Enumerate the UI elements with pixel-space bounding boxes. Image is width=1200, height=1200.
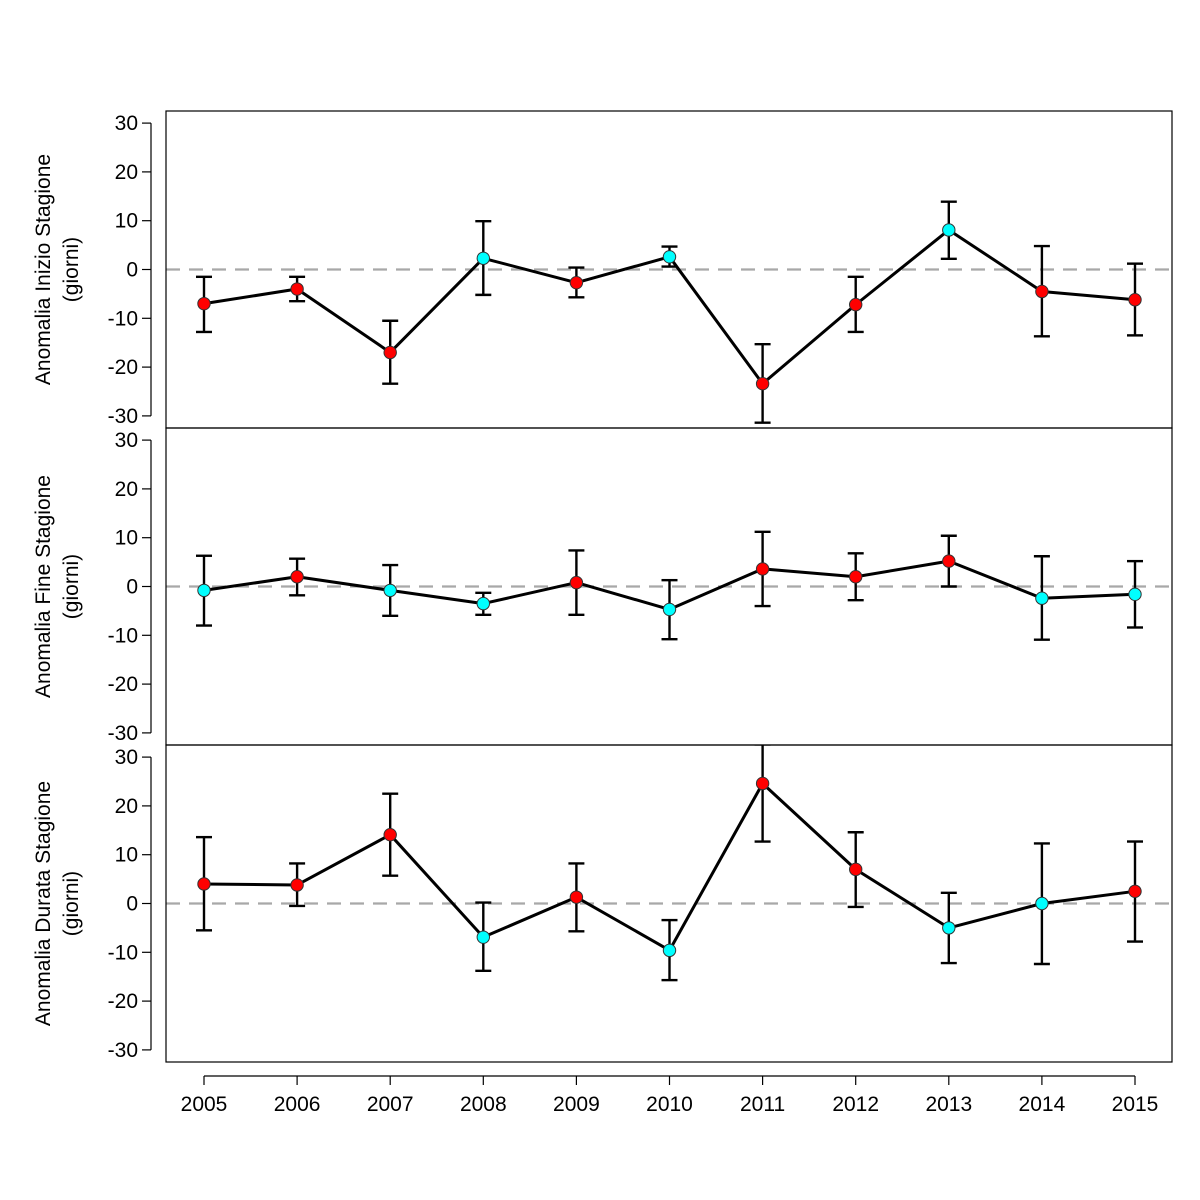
data-point — [942, 554, 956, 568]
y-tick-label: -10 — [108, 941, 138, 964]
data-point — [197, 877, 211, 891]
x-tick-label: 2007 — [367, 1093, 414, 1116]
y-tick-label: -10 — [108, 624, 138, 647]
data-point — [476, 596, 490, 611]
panel-2: 30 20 10 0 -10 -20 -30 Anomalia Fine Stagione (g… — [32, 427, 1173, 746]
x-axis: 2005 2006 2007 2008 2009 2010 2011 2012 2013 2014… — [181, 1075, 1159, 1116]
y-axis-subtitle: (giorni) — [60, 554, 83, 619]
y-tick-label: -10 — [108, 307, 138, 330]
data-point — [662, 250, 677, 264]
y-axis-subtitle: (giorni) — [60, 871, 83, 936]
y-tick-label: 10 — [115, 210, 138, 233]
data-point — [383, 583, 397, 598]
x-tick-label: 2013 — [925, 1093, 972, 1116]
y-axis-title: Anomalia Inizio Stagione — [32, 154, 55, 385]
x-tick-label: 2010 — [646, 1093, 693, 1116]
data-point — [569, 890, 584, 904]
x-tick-label: 2006 — [274, 1093, 321, 1116]
data-point — [290, 878, 304, 892]
data-point — [942, 921, 956, 935]
plot-area — [166, 200, 1172, 424]
data-point — [662, 943, 677, 958]
panel-1: 30 20 10 0 -10 -20 -30 Anomalia Inizio Stagione… — [32, 110, 1173, 429]
x-tick-label: 2009 — [553, 1093, 600, 1116]
data-point — [197, 583, 211, 598]
y-tick-label: 10 — [115, 844, 138, 867]
y-tick-label: 20 — [115, 478, 138, 501]
y-tick-label: -20 — [108, 356, 138, 379]
x-tick-label: 2005 — [181, 1093, 228, 1116]
y-tick-label: 30 — [115, 746, 138, 769]
data-point — [1128, 587, 1142, 602]
data-point — [1128, 293, 1142, 307]
x-tick-label: 2011 — [740, 1093, 785, 1116]
data-point — [849, 862, 863, 877]
y-axis-subtitle: (giorni) — [60, 237, 83, 302]
data-point — [755, 376, 770, 391]
plot-area — [166, 745, 1172, 982]
y-axis-title: Anomalia Fine Stagione — [32, 475, 55, 698]
data-point — [383, 827, 397, 842]
x-tick-label: 2014 — [1019, 1093, 1066, 1116]
y-axis-title: Anomalia Durata Stagione — [32, 781, 55, 1026]
x-tick-label: 2008 — [460, 1093, 507, 1116]
data-point — [662, 602, 677, 617]
y-tick-label: 20 — [115, 161, 138, 184]
data-point — [755, 562, 770, 576]
x-tick-label: 2012 — [832, 1093, 879, 1116]
data-point — [1035, 896, 1049, 911]
data-point — [290, 570, 304, 584]
data-point — [197, 296, 211, 311]
y-tick-label: 0 — [126, 259, 138, 282]
y-tick-label: -20 — [108, 990, 138, 1013]
error-bar — [754, 745, 771, 843]
y-tick-label: 30 — [115, 429, 138, 452]
y-tick-label: -30 — [108, 722, 138, 745]
data-point — [569, 575, 584, 590]
y-tick-label: 0 — [126, 893, 138, 916]
y-tick-label: 0 — [126, 576, 138, 599]
y-tick-label: -20 — [108, 673, 138, 696]
data-point — [290, 282, 304, 296]
y-tick-label: 30 — [115, 112, 138, 135]
y-tick-label: 20 — [115, 795, 138, 818]
data-point — [1035, 591, 1049, 605]
data-point — [849, 297, 863, 312]
panel-frame — [165, 744, 1173, 1063]
plot-area — [166, 530, 1172, 641]
data-point — [1128, 884, 1142, 898]
data-point — [755, 776, 770, 791]
y-tick-label: -30 — [108, 1039, 138, 1062]
panel-3: 30 20 10 0 -10 -20 -30 Anomalia Durata Stagione… — [32, 744, 1173, 1063]
y-tick-label: -30 — [108, 405, 138, 428]
data-point — [942, 223, 956, 237]
y-tick-label: 10 — [115, 527, 138, 550]
data-point — [1035, 284, 1049, 299]
x-tick-label: 2015 — [1112, 1093, 1159, 1116]
data-point — [849, 570, 863, 584]
data-point — [476, 251, 490, 265]
data-point — [476, 930, 490, 944]
data-point — [383, 345, 397, 360]
data-point — [569, 275, 584, 290]
